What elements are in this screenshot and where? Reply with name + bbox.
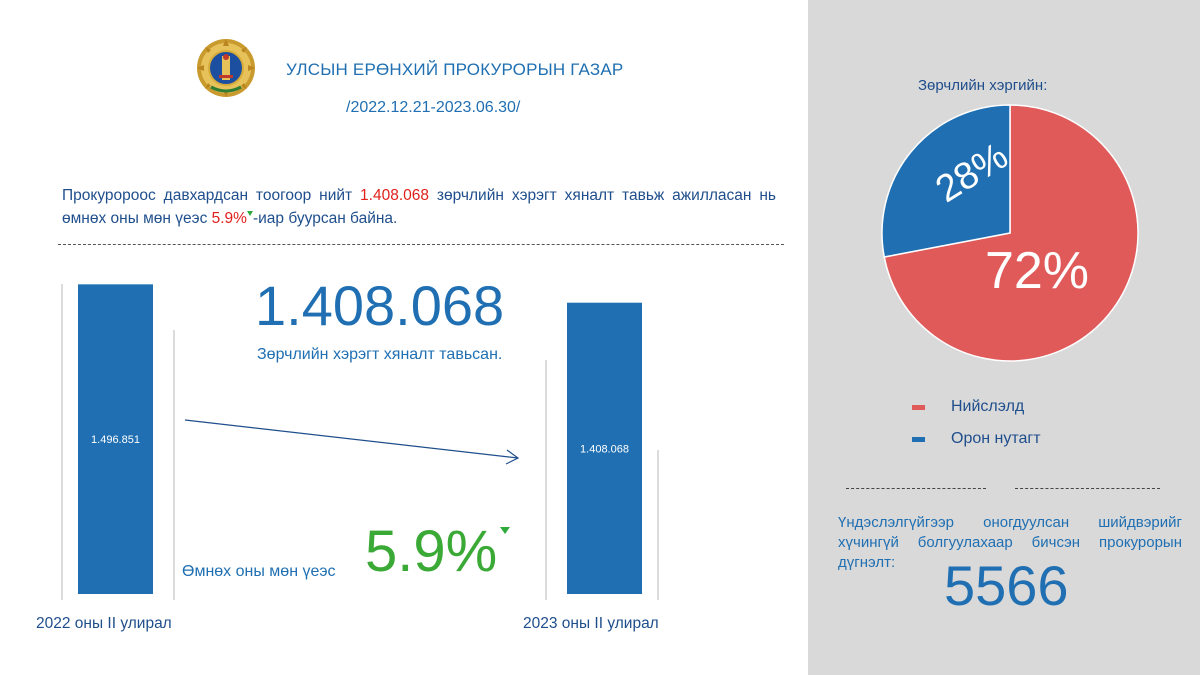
change-value: 5.9% — [365, 519, 498, 584]
pie-title: Зөрчлийн хэргийн: — [918, 77, 1048, 94]
note-number: 5566 — [944, 554, 1069, 617]
legend-label-local: Орон нутагт — [951, 430, 1041, 447]
summary-part-2: зөрчлийн хэрэгт хяналт тавьж ажилласан н… — [62, 187, 777, 227]
down-triangle-icon — [500, 527, 510, 534]
pie-chart: 72%28% — [881, 104, 1139, 362]
summary-part-3: -иар буурсан байна. — [252, 210, 398, 227]
divider-dashed-right-1 — [846, 488, 986, 489]
summary-part-1: Прокуророос давхардсан тоогоор нийт — [62, 187, 361, 204]
divider-dashed — [58, 244, 784, 245]
down-triangle-icon — [246, 211, 253, 216]
legend-item-capital: Нийслэлд — [912, 397, 1024, 417]
change-label: Өмнөх оны мөн үеэс — [182, 563, 336, 580]
bar-chart-frame — [61, 284, 659, 600]
organization-title: УЛСЫН ЕРӨНХИЙ ПРОКУРОРЫН ГАЗАР — [286, 60, 624, 79]
legend-label-capital: Нийслэлд — [951, 398, 1025, 415]
bar-value-label-2: 1.408.068 — [580, 443, 629, 455]
x-tick-label-2022: 2022 оны II улирал — [36, 615, 172, 632]
divider-dashed-right-2 — [1015, 488, 1160, 489]
legend-swatch-local — [912, 436, 925, 442]
legend-swatch-capital — [912, 404, 925, 410]
pie-label-capital: 72% — [985, 242, 1089, 300]
state-emblem-icon — [197, 39, 255, 97]
bar-2 — [567, 302, 642, 594]
note-text: Үндэслэлгүйгээр оногдуулсан шийдвэрийг х… — [838, 514, 1182, 571]
bars-group: 1.496.851 1.408.068 — [78, 284, 642, 594]
x-tick-label-2023: 2023 оны II улирал — [523, 615, 659, 632]
trend-arrow-icon — [184, 419, 520, 465]
pie-slice-capital — [883, 104, 1139, 362]
bar-chart: 1.496.851 1.408.068 — [61, 284, 659, 600]
bar-1 — [78, 284, 153, 594]
legend-item-local: Орон нутагт — [912, 429, 1041, 449]
pie-slice-local — [881, 104, 1011, 258]
summary-text: Прокуророос давхардсан тоогоор нийт 1.40… — [62, 184, 776, 230]
summary-count-highlight: 1.408.068 — [360, 187, 430, 204]
summary-pct-highlight: 5.9% — [211, 210, 247, 227]
pie-slices: 72%28% — [881, 104, 1139, 362]
headline-number: 1.408.068 — [255, 274, 505, 337]
report-period: /2022.12.21-2023.06.30/ — [346, 99, 521, 116]
bar-value-label-1: 1.496.851 — [91, 434, 140, 446]
headline-caption: Зөрчлийн хэрэгт хяналт тавьсан. — [257, 346, 503, 363]
